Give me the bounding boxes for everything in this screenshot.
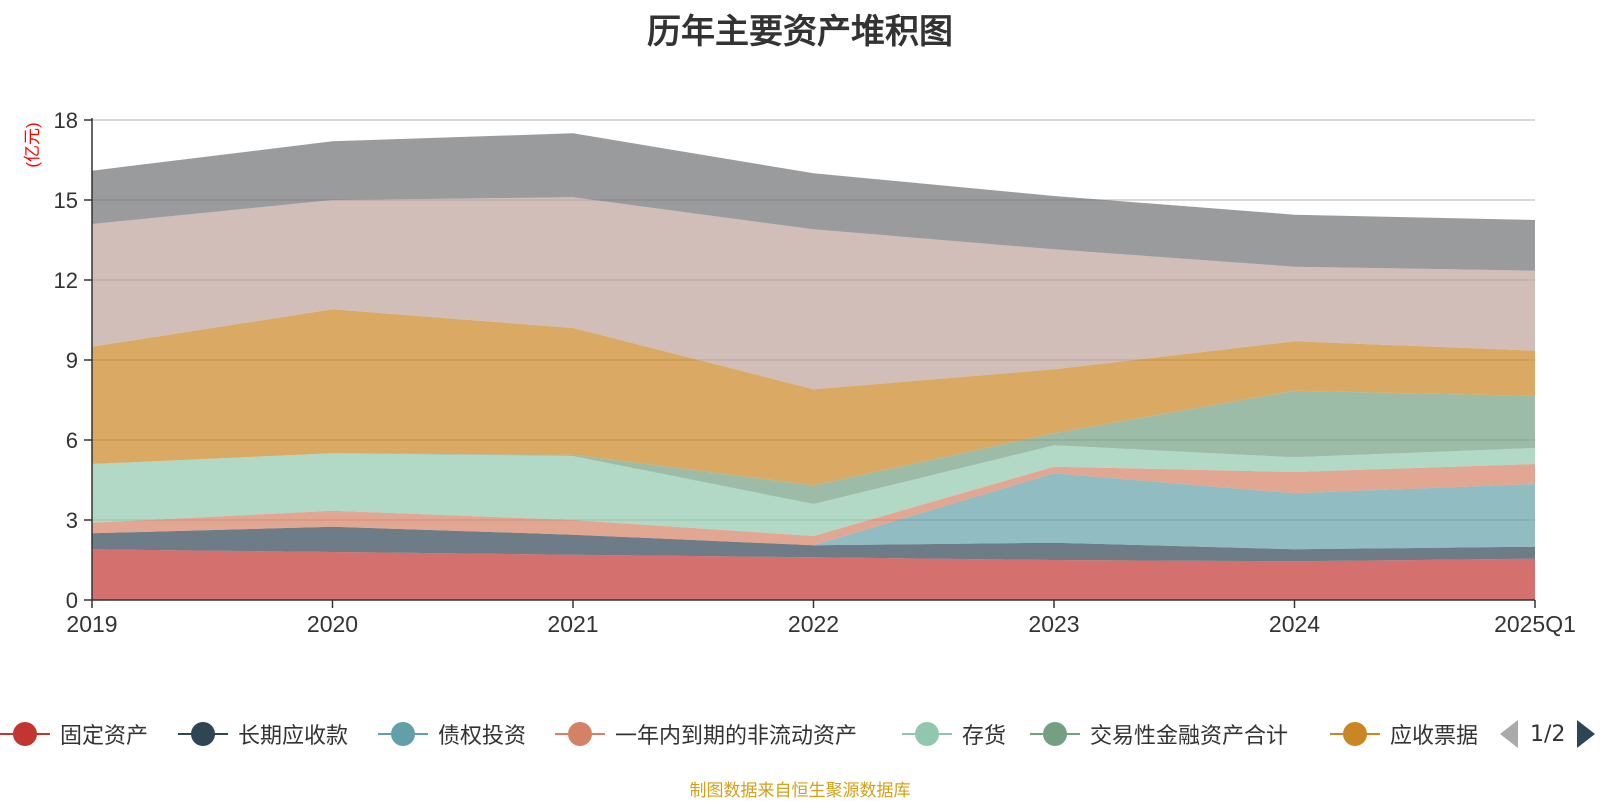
legend-label: 存货 bbox=[962, 724, 1007, 749]
x-tick-label: 2024 bbox=[1269, 611, 1320, 637]
legend-item[interactable]: 债权投资 bbox=[378, 712, 526, 756]
legend-marker-icon bbox=[902, 719, 952, 749]
y-tick-label: 3 bbox=[66, 508, 78, 533]
legend-marker-icon bbox=[1330, 719, 1380, 749]
y-tick-label: 0 bbox=[66, 588, 78, 613]
legend-marker-icon bbox=[378, 719, 428, 749]
area-series-长期应收款 bbox=[92, 526, 1535, 562]
legend-label: 交易性金融资产合计 bbox=[1090, 724, 1289, 749]
legend-marker-icon bbox=[0, 719, 50, 749]
area-series bbox=[92, 133, 1535, 600]
legend-pager: 1/2 bbox=[1500, 712, 1596, 756]
x-tick-label: 2020 bbox=[307, 611, 358, 637]
area-series-系列9 bbox=[92, 133, 1535, 271]
area-series-系列8 bbox=[92, 197, 1535, 390]
area-series-应收票据 bbox=[92, 309, 1535, 486]
legend-item[interactable]: 固定资产 bbox=[0, 712, 148, 756]
legend-marker-icon bbox=[555, 719, 605, 749]
area-series-固定资产 bbox=[92, 549, 1535, 600]
legend: 固定资产 长期应收款 债权投资 一年内到期的非流动资产 存货 交易性金融资产合计 应收票据 bbox=[0, 712, 1600, 756]
legend-page-indicator: 1/2 bbox=[1530, 721, 1566, 747]
y-tick-label: 12 bbox=[54, 268, 78, 293]
legend-prev-page-icon[interactable] bbox=[1500, 720, 1518, 748]
legend-label: 长期应收款 bbox=[238, 724, 349, 749]
legend-label: 应收票据 bbox=[1390, 724, 1479, 749]
area-series-债权投资 bbox=[92, 473, 1535, 550]
legend-label: 固定资产 bbox=[60, 724, 149, 749]
x-tick-label: 2021 bbox=[547, 611, 598, 637]
area-series-存货 bbox=[92, 445, 1535, 536]
area-series-一年内到期的非流动资产 bbox=[92, 464, 1535, 546]
y-tick-label: 6 bbox=[66, 428, 78, 453]
legend-item[interactable]: 交易性金融资产合计 bbox=[1030, 712, 1288, 756]
y-tick-label: 15 bbox=[54, 188, 78, 213]
area-series-交易性金融资产合计 bbox=[92, 390, 1535, 504]
y-tick-label: 9 bbox=[66, 348, 78, 373]
source-note: 制图数据来自恒生聚源数据库 bbox=[689, 781, 911, 801]
legend-next-page-icon[interactable] bbox=[1577, 720, 1596, 748]
legend-item[interactable]: 一年内到期的非流动资产 bbox=[555, 712, 857, 756]
axes: 0 3 6 9 12 15 18 2019 2020 2021 2022 2023 2024 2025Q1 bbox=[54, 108, 1576, 637]
legend-marker-icon bbox=[1030, 719, 1080, 749]
legend-marker-icon bbox=[178, 719, 228, 749]
y-axis-unit-label: (亿元) bbox=[23, 122, 42, 167]
legend-label: 一年内到期的非流动资产 bbox=[615, 724, 858, 749]
x-tick-label: 2019 bbox=[66, 611, 117, 637]
chart-title: 历年主要资产堆积图 bbox=[647, 12, 953, 52]
y-tick-label: 18 bbox=[54, 108, 78, 133]
x-tick-label: 2023 bbox=[1028, 611, 1079, 637]
stacked-area-chart: 0 3 6 9 12 15 18 2019 2020 2021 2022 2023 2024 2025Q1… bbox=[23, 108, 1576, 637]
legend-item[interactable]: 长期应收款 bbox=[178, 712, 348, 756]
x-tick-label: 2022 bbox=[788, 611, 839, 637]
legend-item[interactable]: 存货 bbox=[902, 712, 1006, 756]
x-tick-label: 2025Q1 bbox=[1494, 611, 1576, 637]
legend-label: 债权投资 bbox=[438, 724, 527, 749]
legend-item[interactable]: 应收票据 bbox=[1330, 712, 1478, 756]
